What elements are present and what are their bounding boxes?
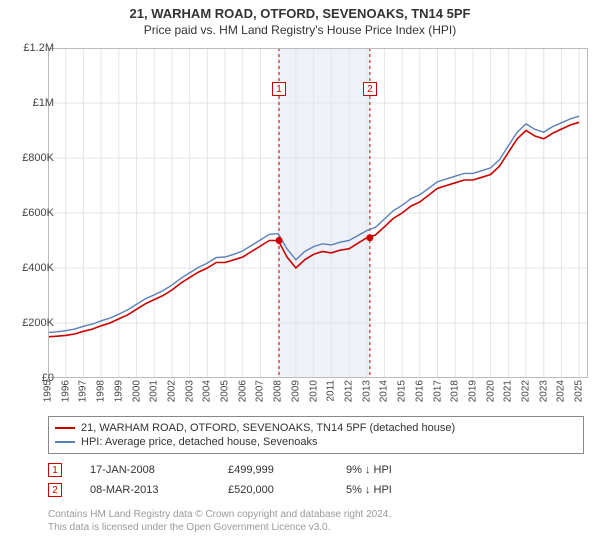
footer-line-1: Contains HM Land Registry data © Crown c…: [48, 508, 584, 521]
legend-box: 21, WARHAM ROAD, OTFORD, SEVENOAKS, TN14…: [48, 416, 584, 454]
sale-row: 1 17-JAN-2008 £499,999 9% ↓ HPI: [48, 460, 584, 480]
page-title: 21, WARHAM ROAD, OTFORD, SEVENOAKS, TN14…: [0, 0, 600, 21]
sale-price: £499,999: [228, 464, 318, 476]
legend-item-hpi: HPI: Average price, detached house, Seve…: [55, 435, 577, 449]
line-chart-svg: [48, 48, 588, 378]
legend-swatch-hpi: [55, 441, 75, 443]
sale-marker-icon: 1: [48, 463, 62, 477]
page-subtitle: Price paid vs. HM Land Registry's House …: [0, 21, 600, 41]
sale-row: 2 08-MAR-2013 £520,000 5% ↓ HPI: [48, 480, 584, 500]
legend-label-hpi: HPI: Average price, detached house, Seve…: [81, 436, 317, 448]
sale-pct-vs-hpi: 9% ↓ HPI: [346, 464, 436, 476]
chart-container: 21, WARHAM ROAD, OTFORD, SEVENOAKS, TN14…: [0, 0, 600, 560]
sale-pct-vs-hpi: 5% ↓ HPI: [346, 484, 436, 496]
sale-marker-icon: 2: [48, 483, 62, 497]
chart-area: [48, 48, 588, 378]
footer-attribution: Contains HM Land Registry data © Crown c…: [48, 508, 584, 534]
legend-item-property: 21, WARHAM ROAD, OTFORD, SEVENOAKS, TN14…: [55, 421, 577, 435]
sale-table: 1 17-JAN-2008 £499,999 9% ↓ HPI 2 08-MAR…: [48, 460, 584, 500]
sale-price: £520,000: [228, 484, 318, 496]
legend-label-property: 21, WARHAM ROAD, OTFORD, SEVENOAKS, TN14…: [81, 422, 455, 434]
legend-swatch-property: [55, 427, 75, 429]
sale-date: 08-MAR-2013: [90, 484, 200, 496]
sale-date: 17-JAN-2008: [90, 464, 200, 476]
footer-line-2: This data is licensed under the Open Gov…: [48, 521, 584, 534]
